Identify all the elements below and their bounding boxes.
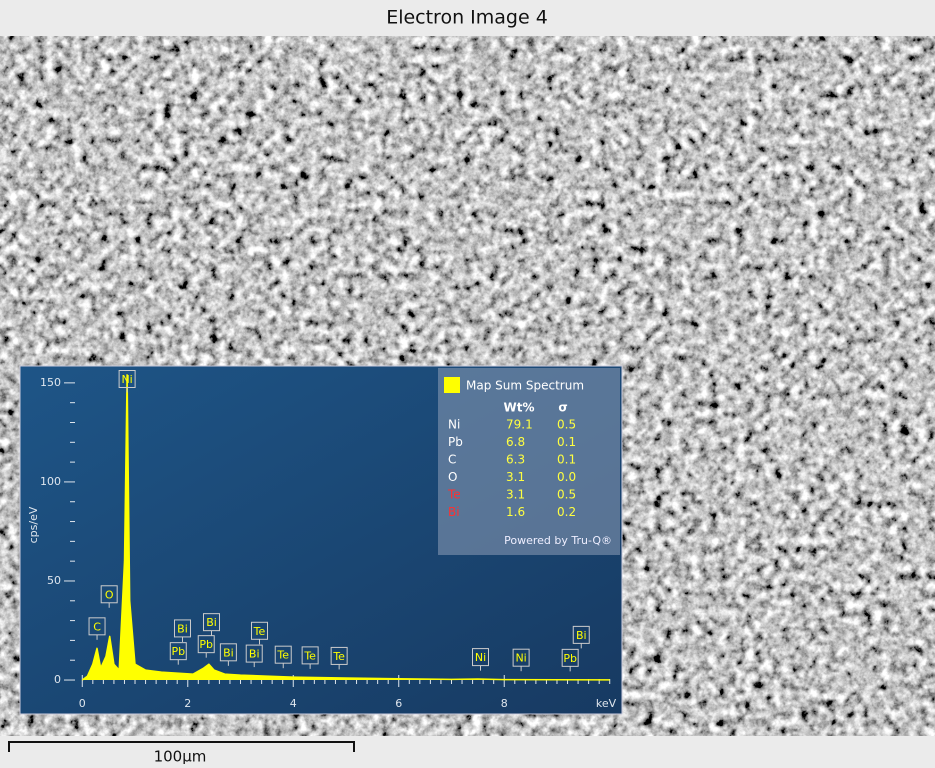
peak-label: Pb (171, 645, 185, 658)
peak-label: Te (303, 649, 316, 662)
sigma-value: 0.5 (557, 488, 576, 502)
image-title: Electron Image 4 (386, 7, 548, 29)
wt-value: 6.3 (506, 453, 525, 467)
peak-label: Bi (576, 629, 587, 642)
peak-label: Bi (206, 616, 217, 629)
scale-label: 100µm (154, 748, 207, 765)
sigma-value: 0.5 (557, 418, 576, 432)
wt-value: 1.6 (506, 505, 525, 519)
y-axis-label: cps/eV (27, 506, 40, 543)
wt-value: 3.1 (506, 488, 525, 502)
peak-label: Ni (121, 373, 132, 386)
element-name: Te (447, 488, 461, 502)
x-unit: keV (596, 697, 617, 710)
y-tick-label: 50 (47, 574, 61, 587)
x-tick-label: 8 (501, 697, 508, 710)
y-tick-label: 0 (54, 673, 61, 686)
wt-value: 3.1 (506, 470, 525, 484)
sigma-value: 0.1 (557, 435, 576, 449)
x-tick-label: 4 (290, 697, 297, 710)
peak-label: Pb (199, 638, 213, 651)
table-header: Wt% (504, 401, 535, 415)
peak-label: Te (253, 625, 266, 638)
peak-label: Te (276, 649, 289, 662)
x-tick-label: 2 (184, 697, 191, 710)
sigma-value: 0.0 (557, 470, 576, 484)
element-name: Ni (448, 418, 460, 432)
legend-label: Map Sum Spectrum (466, 379, 584, 393)
sigma-value: 0.1 (557, 453, 576, 467)
x-tick-label: 6 (395, 697, 402, 710)
page: Electron Image 4 100µm cps/eV keV Map Su… (0, 0, 935, 764)
element-name: C (448, 453, 456, 467)
element-name: O (448, 470, 457, 484)
wt-value: 6.8 (506, 435, 525, 449)
y-tick-label: 150 (40, 376, 61, 389)
sigma-value: 0.2 (557, 505, 576, 519)
table-header: σ (558, 401, 567, 415)
peak-label: Te (332, 650, 345, 663)
peak-label: O (105, 588, 114, 601)
x-tick-label: 0 (79, 697, 86, 710)
peak-label: Ni (475, 651, 486, 664)
legend-swatch (444, 377, 460, 393)
element-name: Pb (448, 435, 463, 449)
element-name: Bi (448, 505, 460, 519)
table-footer: Powered by Tru-Q® (504, 534, 612, 547)
peak-label: C (93, 620, 101, 633)
wt-value: 79.1 (506, 418, 533, 432)
peak-label: Ni (515, 652, 526, 665)
peak-label: Bi (249, 648, 260, 661)
peak-label: Pb (563, 652, 577, 665)
window: Electron Image 4 100µm cps/eV keV Map Su… (0, 0, 935, 764)
y-tick-label: 100 (40, 475, 61, 488)
peak-label: Bi (177, 622, 188, 635)
peak-label: Bi (223, 646, 234, 659)
legend-box (438, 368, 620, 555)
